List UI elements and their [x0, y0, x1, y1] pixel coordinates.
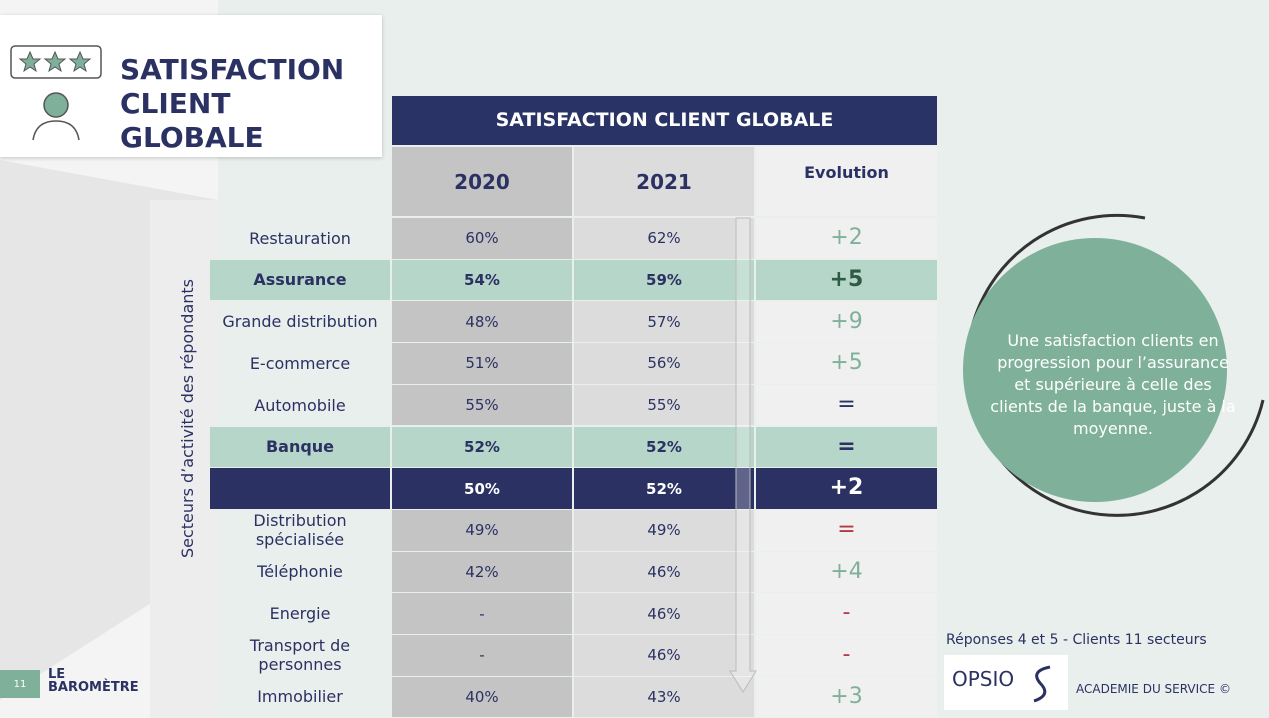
axis-label-wrap: Secteurs d’activité des répondants [170, 218, 206, 618]
logo-opsio: OPSIO [952, 667, 1015, 691]
row-label: Energie [269, 604, 331, 624]
row-label: E-commerce [249, 353, 351, 373]
cell-evolution: +2 [756, 468, 937, 509]
cell-evolution: - [756, 593, 937, 634]
logo-mark [1033, 665, 1051, 703]
cell-evolution: +2 [756, 218, 937, 259]
cell-evolution: +5 [756, 343, 937, 384]
title-card: SATISFACTION CLIENT GLOBALE [0, 15, 382, 157]
cell-2020: 52% [392, 426, 572, 468]
cell-2020: 42% [392, 551, 572, 593]
cell-2021: 52% [574, 426, 754, 468]
cell-2021: 57% [574, 301, 754, 343]
cell-evolution: +3 [756, 676, 937, 718]
table-title: SATISFACTION CLIENT GLOBALE [392, 96, 937, 145]
footnote: Réponses 4 et 5 - Clients 11 secteurs [946, 632, 1207, 648]
logo-line: BAROMÈTRE [48, 680, 139, 695]
cell-2020: 55% [392, 384, 572, 426]
cell-evolution: = [756, 384, 937, 426]
cell-2020: - [392, 593, 572, 634]
row-label: Grande distribution [222, 312, 378, 332]
cell-2021: 59% [574, 259, 754, 301]
cell-2021: 46% [574, 551, 754, 593]
cell-evolution: +4 [756, 551, 937, 593]
icon [10, 45, 102, 141]
cell-evolution: = [756, 509, 937, 551]
cell-2021: 55% [574, 384, 754, 426]
cell-2020: 49% [392, 509, 572, 551]
cell-evolution: - [756, 635, 937, 676]
cell-2020: 48% [392, 301, 572, 343]
cell-2020: 54% [392, 259, 572, 301]
page-title: SATISFACTION CLIENT GLOBALE [120, 53, 382, 155]
row-label: Restauration [249, 228, 351, 248]
row-label: Assurance [210, 259, 390, 301]
cell-2021: 56% [574, 343, 754, 384]
callout-shape [963, 213, 1265, 517]
cell-2020: 51% [392, 343, 572, 384]
row-label: Transport de personnes [249, 636, 351, 675]
title-line: CLIENT GLOBALE [120, 87, 264, 154]
cell-2021: 52% [574, 468, 754, 509]
cell-2020: 40% [392, 676, 572, 718]
column-header: Evolution [756, 147, 937, 216]
cell-evolution: = [756, 426, 937, 468]
column-header: 2021 [574, 147, 754, 216]
cell-2021: 43% [574, 676, 754, 718]
column-header: 2020 [392, 147, 572, 216]
row-label: Automobile [254, 395, 346, 415]
title-line: SATISFACTION [120, 53, 345, 86]
row-label: Distribution spécialisée [253, 511, 347, 550]
cell-2021: 46% [574, 593, 754, 634]
row-label: Immobilier [257, 687, 343, 707]
cell-evolution: +5 [756, 259, 937, 301]
logo-barometre: LE BAROMÈTRE [48, 668, 139, 694]
row-label: Banque [210, 426, 390, 468]
cell-2021: 49% [574, 509, 754, 551]
row-label [210, 468, 390, 509]
cell-2021: 62% [574, 218, 754, 259]
cell-2021: 46% [574, 635, 754, 676]
axis-label: Secteurs d’activité des répondants [178, 278, 198, 558]
row-label: Téléphonie [257, 562, 343, 582]
logo-academie: ACADEMIE DU SERVICE © [1076, 682, 1231, 696]
logo-line: LE [48, 667, 66, 682]
callout-text: Une satisfaction clients en progression … [990, 331, 1236, 438]
cell-2020: 50% [392, 468, 572, 509]
logo-opsio-box: OPSIO [944, 655, 1068, 710]
cell-2020: 60% [392, 218, 572, 259]
page-number: 11 [0, 670, 40, 698]
cell-2020: - [392, 635, 572, 676]
cell-evolution: +9 [756, 301, 937, 343]
